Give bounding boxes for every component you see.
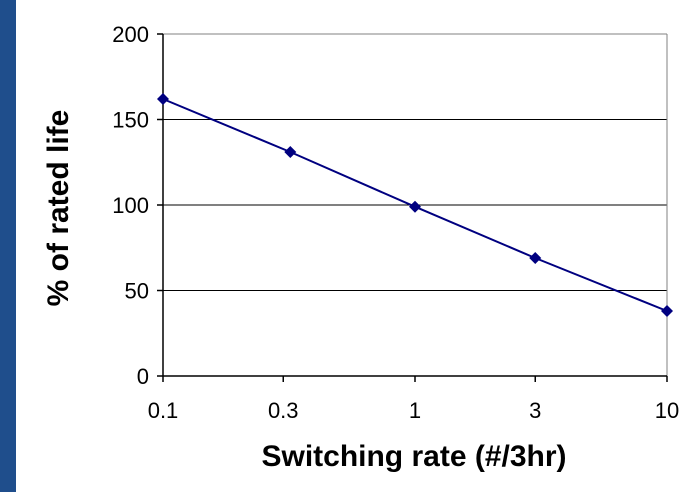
y-tick-label: 200 xyxy=(112,22,149,47)
x-tick-label: 0.3 xyxy=(268,398,299,423)
y-tick-label: 150 xyxy=(112,108,149,133)
gridlines xyxy=(163,33,667,291)
axes xyxy=(157,33,668,382)
line-chart: 0 50 100 150 200 0.1 0.3 1 3 10 Switching rate (… xyxy=(42,22,680,473)
y-tick-label: 50 xyxy=(125,279,149,304)
data-point-marker xyxy=(157,92,169,105)
data-point-marker xyxy=(284,145,297,158)
x-tick-label: 3 xyxy=(529,398,541,423)
chart-frame: 0 50 100 150 200 0.1 0.3 1 3 10 Switching rate (… xyxy=(16,0,695,492)
y-axis-title: % of rated life xyxy=(42,110,75,307)
y-tick-label: 100 xyxy=(112,193,149,218)
y-tick-labels: 0 50 100 150 200 xyxy=(112,22,149,389)
x-tick-labels: 0.1 0.3 1 3 10 xyxy=(148,398,680,423)
y-tick-label: 0 xyxy=(137,364,149,389)
x-axis-title: Switching rate (#/3hr) xyxy=(261,440,566,473)
data-point-marker xyxy=(409,200,421,213)
series-layer xyxy=(157,92,673,318)
data-point-marker xyxy=(661,305,673,318)
data-point-marker xyxy=(529,252,542,265)
x-tick-label: 1 xyxy=(409,398,421,423)
x-tick-label: 10 xyxy=(655,398,679,423)
x-tick-label: 0.1 xyxy=(148,398,179,423)
